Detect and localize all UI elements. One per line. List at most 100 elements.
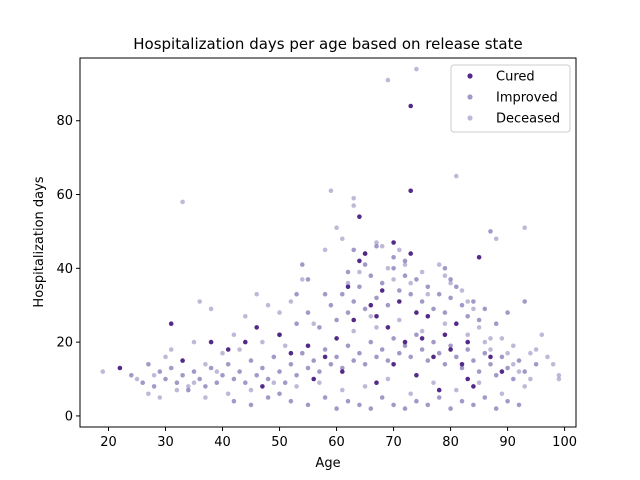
point-improved	[522, 299, 527, 304]
point-improved	[436, 350, 442, 356]
point-deceased	[533, 347, 539, 352]
point-deceased	[528, 376, 533, 382]
point-deceased	[471, 306, 476, 312]
point-improved	[231, 376, 237, 382]
point-deceased	[442, 273, 448, 279]
point-improved	[311, 358, 317, 363]
point-deceased	[208, 306, 214, 312]
point-improved	[265, 395, 271, 400]
point-improved	[277, 391, 282, 397]
point-improved	[425, 358, 431, 363]
point-improved	[231, 398, 237, 404]
point-deceased	[322, 247, 328, 253]
point-improved	[391, 402, 396, 408]
point-improved	[385, 302, 391, 308]
point-deceased	[357, 269, 362, 275]
point-improved	[305, 277, 311, 282]
point-deceased	[294, 384, 299, 389]
legend-marker-deceased	[467, 115, 473, 121]
point-deceased	[351, 203, 357, 208]
point-improved	[288, 362, 294, 367]
legend-label-improved: Improved	[496, 91, 558, 106]
point-improved	[454, 354, 459, 360]
point-cured	[374, 380, 379, 386]
point-deceased	[186, 384, 191, 389]
point-improved	[505, 365, 510, 371]
point-cured	[436, 387, 442, 393]
point-improved	[146, 362, 151, 367]
plot-frame	[79, 57, 577, 428]
point-cured	[459, 362, 465, 367]
point-improved	[397, 288, 402, 293]
point-improved	[414, 277, 419, 282]
y-tick-label: 20	[56, 336, 73, 351]
point-improved	[505, 398, 510, 404]
point-improved	[345, 310, 351, 315]
point-deceased	[505, 350, 510, 356]
point-cured	[345, 284, 351, 290]
point-improved	[379, 395, 385, 400]
point-cured	[408, 103, 414, 109]
point-improved	[334, 406, 339, 411]
point-improved	[328, 362, 334, 367]
point-cured	[471, 384, 476, 389]
point-deceased	[402, 262, 408, 267]
x-tick-label: 40	[214, 435, 231, 450]
point-improved	[442, 266, 448, 271]
x-tick-label: 50	[271, 435, 288, 450]
point-deceased	[499, 336, 505, 341]
point-improved	[237, 369, 242, 374]
point-cured	[260, 384, 265, 389]
point-improved	[379, 347, 385, 352]
point-improved	[408, 291, 414, 297]
point-improved	[419, 299, 425, 304]
point-improved	[419, 347, 425, 352]
point-cured	[488, 354, 493, 360]
point-cured	[351, 317, 357, 323]
point-cured	[311, 376, 317, 382]
point-deceased	[488, 336, 493, 341]
point-deceased	[511, 362, 516, 367]
point-improved	[402, 258, 408, 264]
point-cured	[414, 310, 419, 315]
point-improved	[317, 369, 322, 374]
point-improved	[248, 402, 254, 408]
point-improved	[442, 362, 448, 367]
point-improved	[129, 373, 134, 378]
point-deceased	[317, 380, 322, 386]
point-deceased	[442, 321, 448, 327]
point-cured	[225, 347, 231, 352]
point-improved	[265, 376, 271, 382]
point-improved	[334, 354, 339, 360]
point-improved	[431, 339, 436, 345]
point-improved	[436, 291, 442, 297]
point-improved	[368, 406, 374, 411]
point-cured	[442, 332, 448, 338]
point-deceased	[351, 328, 357, 334]
point-improved	[254, 373, 259, 378]
point-improved	[294, 321, 299, 327]
point-improved	[163, 376, 168, 382]
point-improved	[168, 365, 174, 371]
point-cured	[117, 365, 123, 371]
x-tick-label: 60	[328, 435, 345, 450]
point-cured	[419, 336, 425, 341]
point-deceased	[340, 236, 345, 242]
point-cured	[448, 347, 453, 352]
point-deceased	[214, 369, 220, 374]
point-improved	[454, 284, 459, 290]
point-improved	[471, 358, 476, 363]
point-improved	[402, 406, 408, 411]
point-improved	[482, 306, 488, 312]
point-improved	[511, 376, 516, 382]
x-axis-label: Age	[315, 456, 340, 471]
point-deceased	[203, 362, 208, 367]
point-cured	[362, 251, 368, 256]
point-deceased	[465, 299, 471, 304]
point-improved	[288, 398, 294, 404]
point-deceased	[459, 288, 465, 293]
point-improved	[294, 373, 299, 378]
point-deceased	[191, 380, 197, 386]
point-improved	[220, 373, 225, 378]
point-improved	[317, 325, 322, 330]
